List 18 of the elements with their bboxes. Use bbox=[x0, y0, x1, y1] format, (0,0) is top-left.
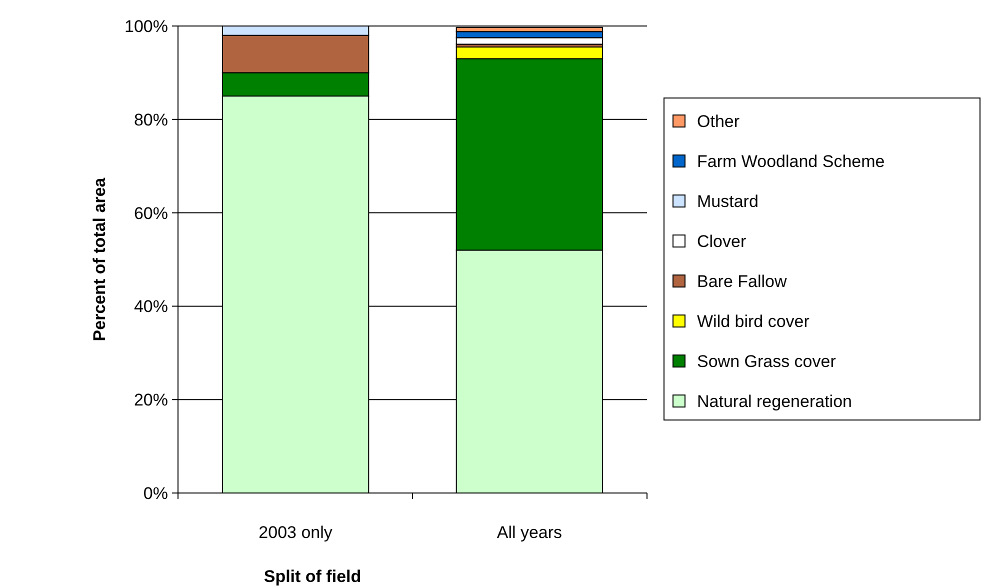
y-tick-label: 80% bbox=[134, 110, 168, 130]
x-tick-label: 2003 only bbox=[258, 523, 333, 542]
y-tick-label: 0% bbox=[143, 484, 168, 503]
y-tick-label: 20% bbox=[134, 390, 168, 410]
legend-label: Sown Grass cover bbox=[697, 352, 836, 371]
legend-label: Clover bbox=[697, 232, 746, 251]
legend-label: Wild bird cover bbox=[697, 312, 810, 331]
y-tick-label: 60% bbox=[134, 204, 168, 223]
y-tick-label: 100% bbox=[124, 16, 168, 36]
x-axis-title: Split of field bbox=[264, 567, 362, 586]
y-axis-title: Percent of total area bbox=[90, 177, 109, 342]
legend-label: Other bbox=[697, 112, 740, 131]
x-tick-label: All years bbox=[496, 523, 562, 542]
legend-label: Farm Woodland Scheme bbox=[697, 152, 885, 171]
legend-label: Natural regeneration bbox=[697, 392, 852, 411]
y-tick-label: 40% bbox=[134, 297, 168, 316]
legend-label: Mustard bbox=[697, 192, 758, 211]
legend-label: Bare Fallow bbox=[697, 272, 788, 291]
